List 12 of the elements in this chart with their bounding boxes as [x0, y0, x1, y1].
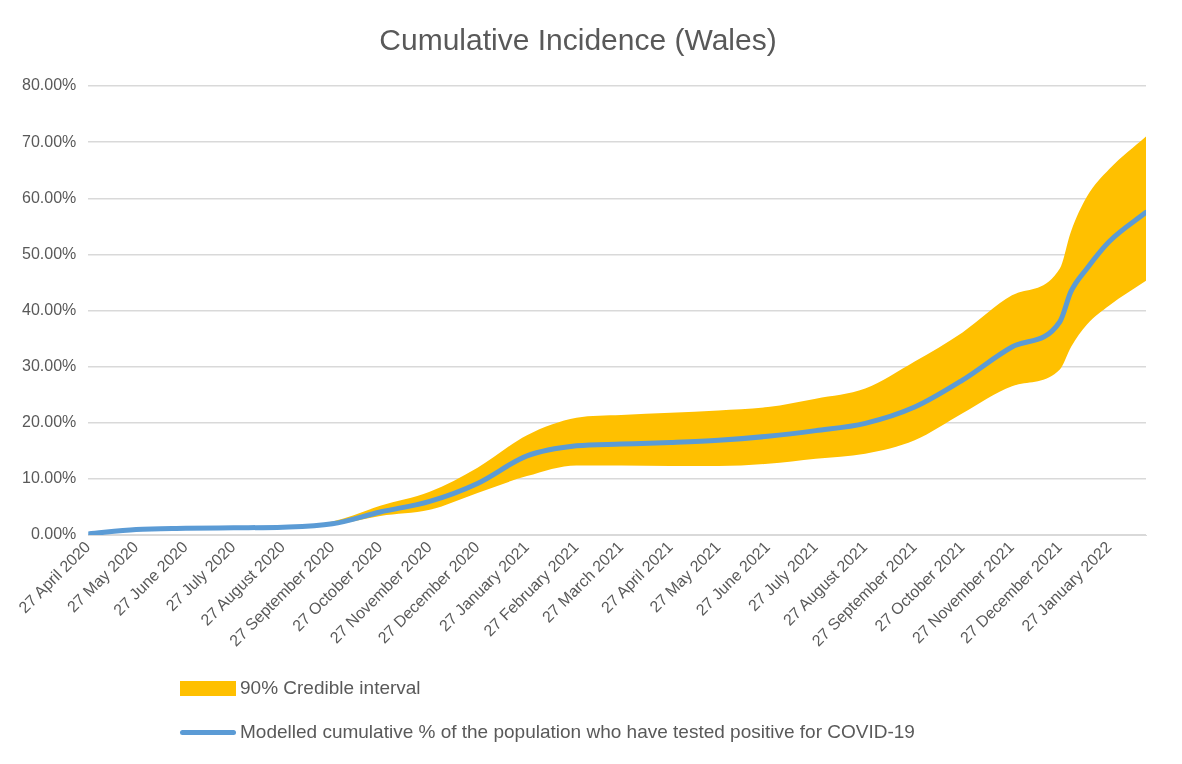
y-tick-label: 40.00% [22, 300, 77, 318]
y-tick-label: 50.00% [22, 244, 77, 262]
y-tick-label: 60.00% [22, 188, 77, 206]
y-tick-label: 0.00% [30, 525, 77, 543]
chart-title: Cumulative Incidence (Wales) [379, 23, 777, 57]
legend-label: Modelled cumulative % of the population who have tested positive for COVID-19 [240, 720, 915, 744]
y-tick-label: 10.00% [22, 469, 77, 487]
y-tick-label: 30.00% [22, 357, 77, 375]
y-tick-label: 20.00% [22, 413, 77, 431]
y-tick-label: 70.00% [22, 132, 77, 150]
y-tick-label: 80.00% [22, 76, 77, 94]
text: 90% Credible interval [240, 676, 421, 700]
